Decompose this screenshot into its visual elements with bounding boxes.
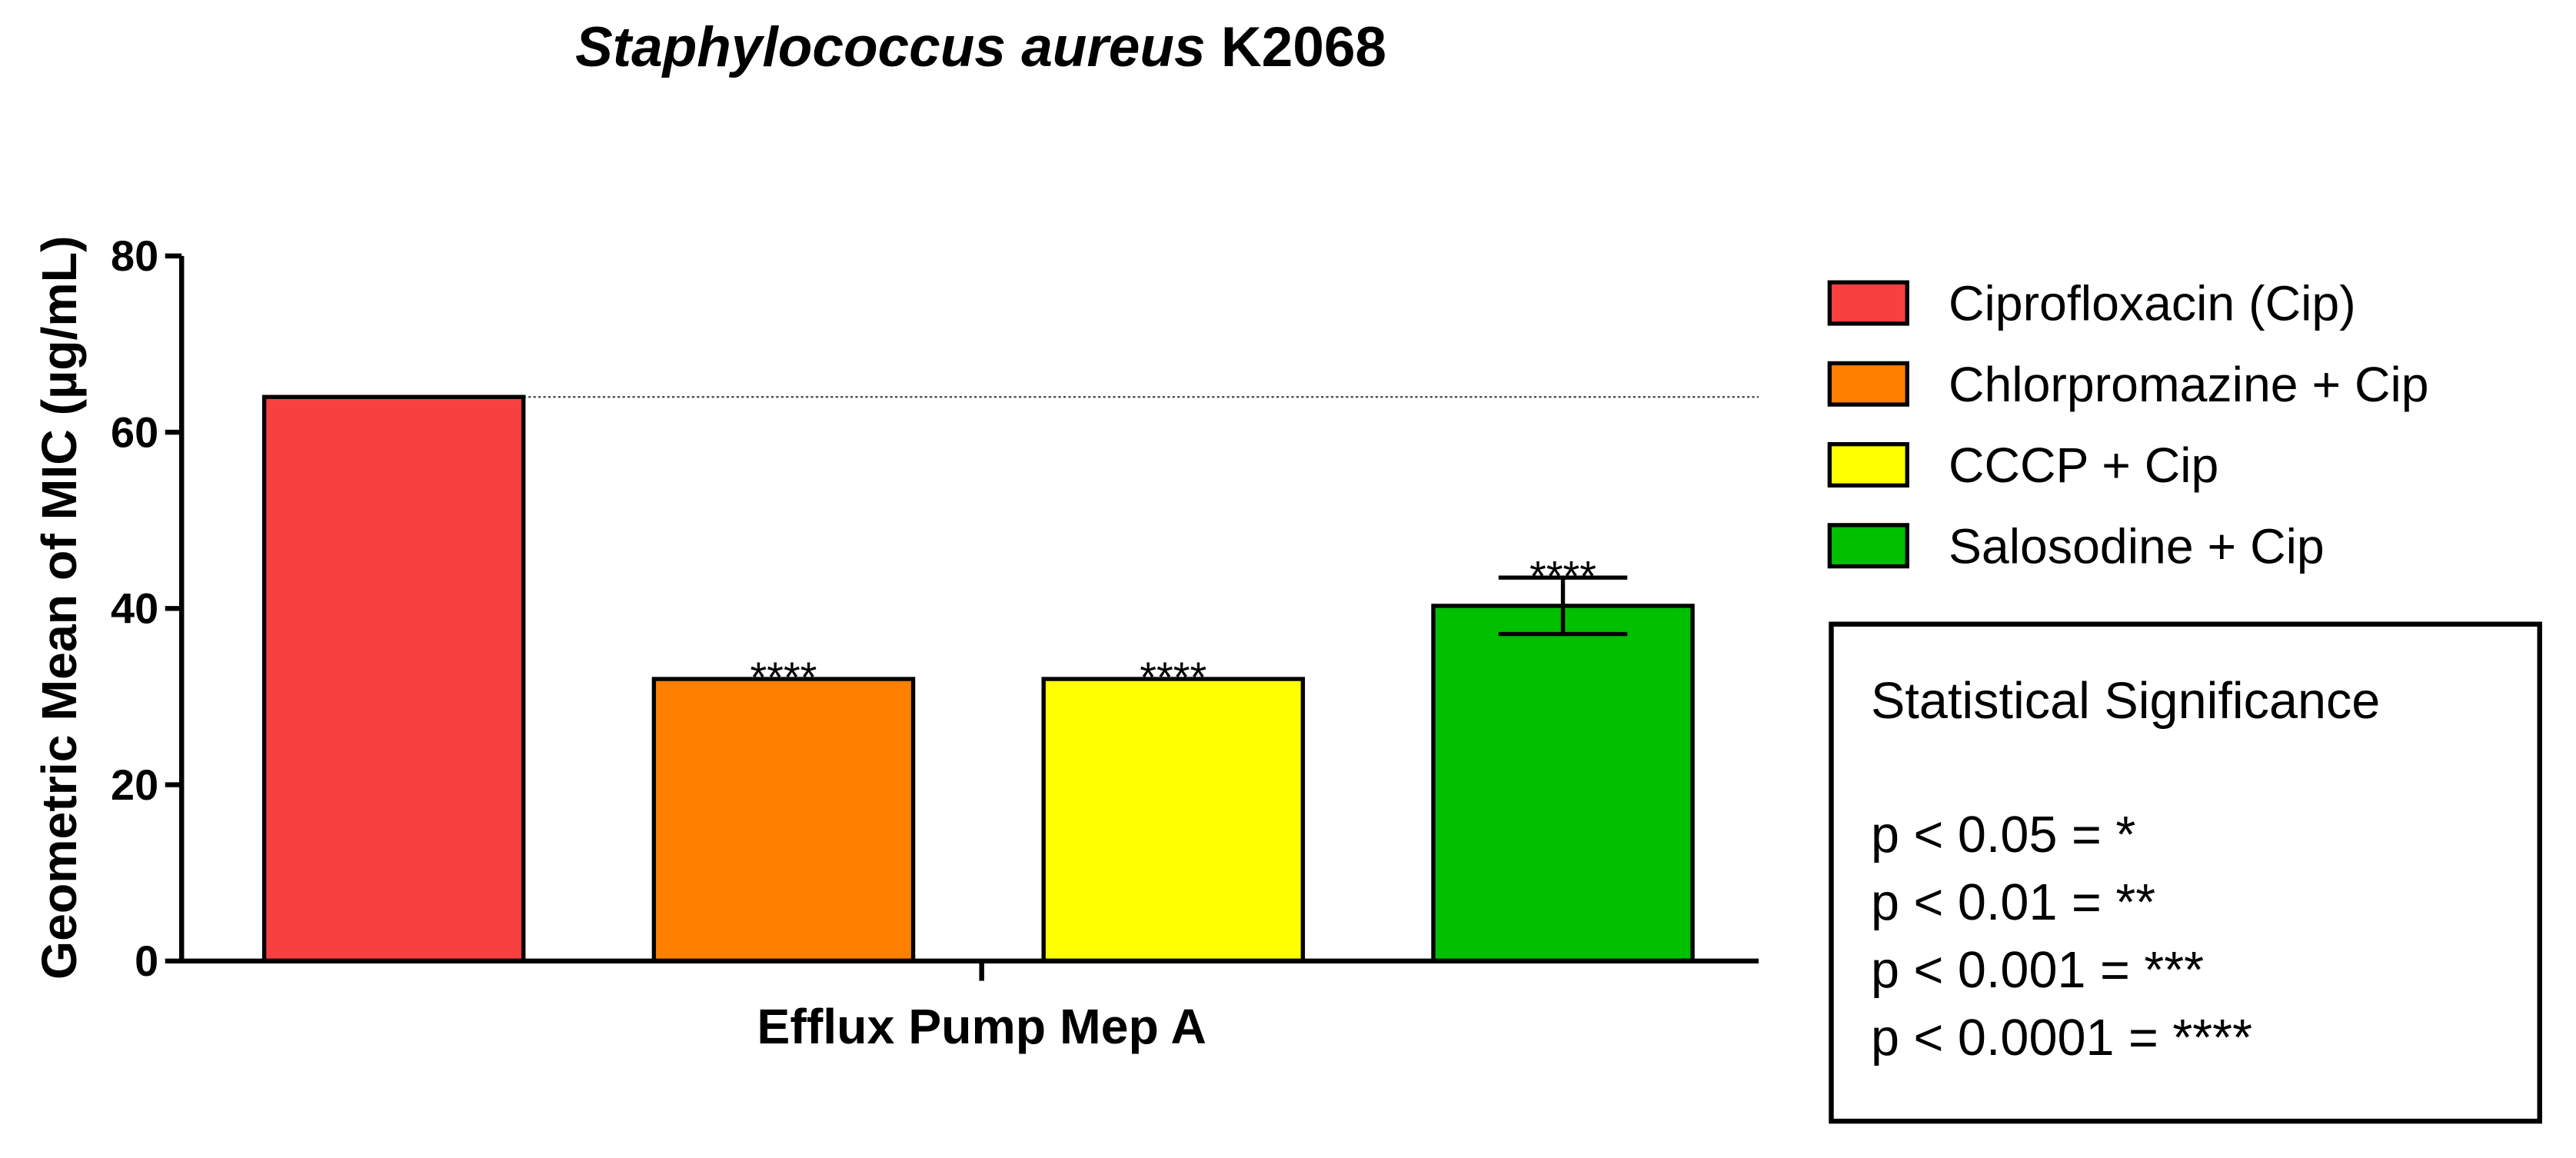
- title-species: Staphylococcus aureus: [575, 16, 1206, 78]
- legend-label: Ciprofloxacin (Cip): [1949, 276, 2356, 331]
- significance-label: ****: [1529, 551, 1596, 600]
- significance-line: p < 0.01 = **: [1871, 874, 2155, 931]
- legend-swatch: [1827, 441, 1909, 488]
- chart-title: Staphylococcus aureus K2068: [575, 16, 1386, 78]
- title-strain: K2068: [1221, 16, 1386, 78]
- significance-label: ****: [1140, 653, 1206, 701]
- error-bar: [1498, 575, 1628, 637]
- bar: [1041, 677, 1306, 963]
- x-tick-label: Efflux Pump Mep A: [757, 999, 1206, 1054]
- legend-label: Salosodine + Cip: [1949, 518, 2325, 574]
- y-tick-label: 20: [111, 760, 158, 809]
- y-tick-label: 60: [111, 408, 158, 456]
- y-tick-label: 80: [111, 231, 158, 280]
- bar: [651, 677, 916, 963]
- legend-swatch: [1827, 361, 1909, 407]
- y-tick-label: 0: [135, 937, 158, 985]
- significance-line: p < 0.0001 = ****: [1871, 1010, 2252, 1066]
- significance-line: p < 0.001 = ***: [1871, 942, 2204, 999]
- significance-line: p < 0.05 = *: [1871, 807, 2135, 864]
- y-tick-label: 40: [111, 584, 158, 633]
- significance-label: ****: [751, 653, 817, 701]
- significance-title: Statistical Significance: [1871, 673, 2380, 730]
- legend-swatch: [1827, 523, 1909, 569]
- legend-label: Chlorpromazine + Cip: [1949, 357, 2429, 412]
- legend-label: CCCP + Cip: [1949, 438, 2218, 493]
- bar: [261, 394, 526, 963]
- significance-box: [1829, 621, 2542, 1124]
- bar: [1431, 604, 1695, 963]
- legend-swatch: [1827, 280, 1909, 326]
- y-axis-label: Geometric Mean of MIC (µg/mL): [32, 236, 87, 980]
